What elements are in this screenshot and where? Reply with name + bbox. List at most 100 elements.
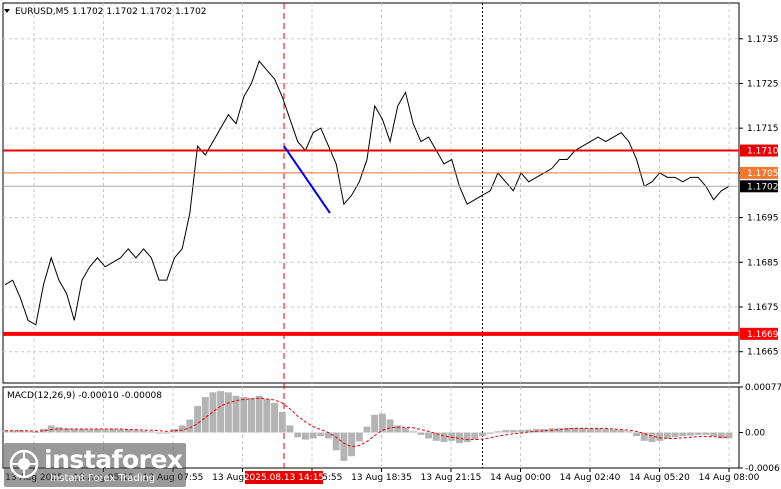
macd-bar <box>702 432 710 435</box>
macd-bar <box>155 432 163 434</box>
macd-bar <box>479 432 486 437</box>
macd-bar <box>471 432 479 440</box>
macd-bar <box>602 428 610 433</box>
macd-bar <box>494 431 502 433</box>
watermark: instaforex Instant Forex Trading <box>4 443 186 487</box>
watermark-brand: instaforex <box>44 445 183 474</box>
macd-bar <box>656 432 664 441</box>
triangle-down-icon <box>4 9 10 13</box>
macd-bar <box>394 425 402 433</box>
macd-bar <box>1 430 9 433</box>
watermark-tagline: Instant Forex Trading <box>50 473 156 484</box>
macd-bar <box>440 432 448 442</box>
macd-bar <box>717 432 725 439</box>
macd-bar <box>217 391 225 433</box>
price-axis: 1.1735 1.1725 1.1715 1.1705 1.1695 1.1685 1.16… <box>739 35 781 474</box>
macd-bar <box>16 430 24 433</box>
macd-chart <box>1 391 733 461</box>
macd-bar <box>640 432 648 441</box>
macd-bar <box>633 432 641 437</box>
price-chart <box>3 60 739 336</box>
macd-bar <box>178 425 186 433</box>
macd-bar <box>409 431 417 433</box>
chart-header: EURUSD,M5 1.1702 1.1702 1.1702 1.1702 <box>4 7 207 17</box>
macd-bar <box>509 430 517 433</box>
price-line <box>4 60 730 326</box>
macd-bar <box>402 427 409 433</box>
macd-bar <box>563 427 571 433</box>
macd-bar <box>710 432 718 437</box>
macd-bar <box>140 430 148 433</box>
price-tick-label: 1.1675 <box>747 303 779 313</box>
macd-bar <box>271 402 279 433</box>
macd-bar <box>386 419 394 433</box>
macd-bar <box>194 405 202 433</box>
macd-bar <box>309 432 317 439</box>
macd-bar <box>571 427 579 433</box>
macd-bar <box>24 431 32 433</box>
time-tick-label: 14 Aug 02:40 <box>560 473 621 483</box>
level-badge-label-1.1669: 1.1669 <box>747 330 779 340</box>
macd-title: MACD(12,26,9) -0.00010 -0.00008 <box>7 391 162 401</box>
macd-bar <box>671 432 679 438</box>
macd-tick-label: 0.00 <box>745 429 765 439</box>
macd-bar <box>55 427 63 433</box>
macd-bar <box>301 432 309 440</box>
macd-bar <box>201 397 209 433</box>
macd-bar <box>586 428 594 433</box>
macd-bar <box>502 430 510 433</box>
macd-bar <box>517 430 525 433</box>
level-badge-1.1710 <box>740 144 778 157</box>
macd-bar <box>117 429 124 433</box>
macd-bar <box>40 428 47 433</box>
macd-bar <box>232 395 240 433</box>
macd-bar <box>417 432 425 435</box>
level-badge-1.1702 <box>740 180 778 193</box>
macd-bar <box>594 428 602 433</box>
price-tick-label: 1.1725 <box>747 79 779 89</box>
macd-bar <box>286 425 294 433</box>
price-tick-label: 1.1665 <box>747 348 779 358</box>
macd-bar <box>448 432 456 441</box>
macd-bar <box>109 428 117 433</box>
macd-bar <box>47 425 55 433</box>
cursor-time-label: 2025.08.13 14:15 <box>244 473 324 483</box>
instaforex-logo-icon <box>9 449 39 479</box>
price-tick-label: 1.1685 <box>747 258 779 268</box>
macd-bar <box>694 432 702 435</box>
macd-bar <box>132 430 140 433</box>
price-tick-label: 1.1715 <box>747 124 779 134</box>
time-tick-label: 14 Aug 08:00 <box>699 473 760 483</box>
macd-bar <box>325 432 332 439</box>
time-tick-label: 13 Aug 10:35 <box>212 473 273 483</box>
time-tick-label: 13 Aug 18:35 <box>351 473 412 483</box>
header-text: EURUSD,M5 1.1702 1.1702 1.1702 1.1702 <box>15 7 207 17</box>
price-tick-label: 1.1735 <box>747 35 779 45</box>
macd-bar <box>101 429 109 433</box>
macd-bar <box>278 411 286 433</box>
macd-bar <box>687 432 694 436</box>
level-badge-1.1705 <box>740 166 778 179</box>
macd-bar <box>648 432 656 442</box>
macd-bar <box>147 431 155 433</box>
trend-line <box>283 145 331 214</box>
time-tick-label: 13 Aug 21:15 <box>421 473 482 483</box>
macd-bar <box>163 432 171 434</box>
macd-bar <box>378 413 386 433</box>
macd-bar <box>240 397 248 433</box>
macd-bar <box>224 392 232 433</box>
cursor-time-badge <box>245 471 323 484</box>
macd-bar <box>32 431 40 433</box>
macd-bar <box>532 428 540 433</box>
macd-panel-frame <box>2 386 740 469</box>
macd-bar <box>525 429 533 433</box>
level-badge-label-1.1710: 1.1710 <box>747 147 779 157</box>
level-badge-label-1.1702: 1.1702 <box>747 182 779 192</box>
macd-bar <box>679 432 687 437</box>
macd-bar <box>540 428 548 433</box>
macd-bar <box>579 427 587 433</box>
macd-bar <box>455 432 463 444</box>
macd-bar <box>463 432 471 442</box>
macd-bar <box>186 419 194 433</box>
